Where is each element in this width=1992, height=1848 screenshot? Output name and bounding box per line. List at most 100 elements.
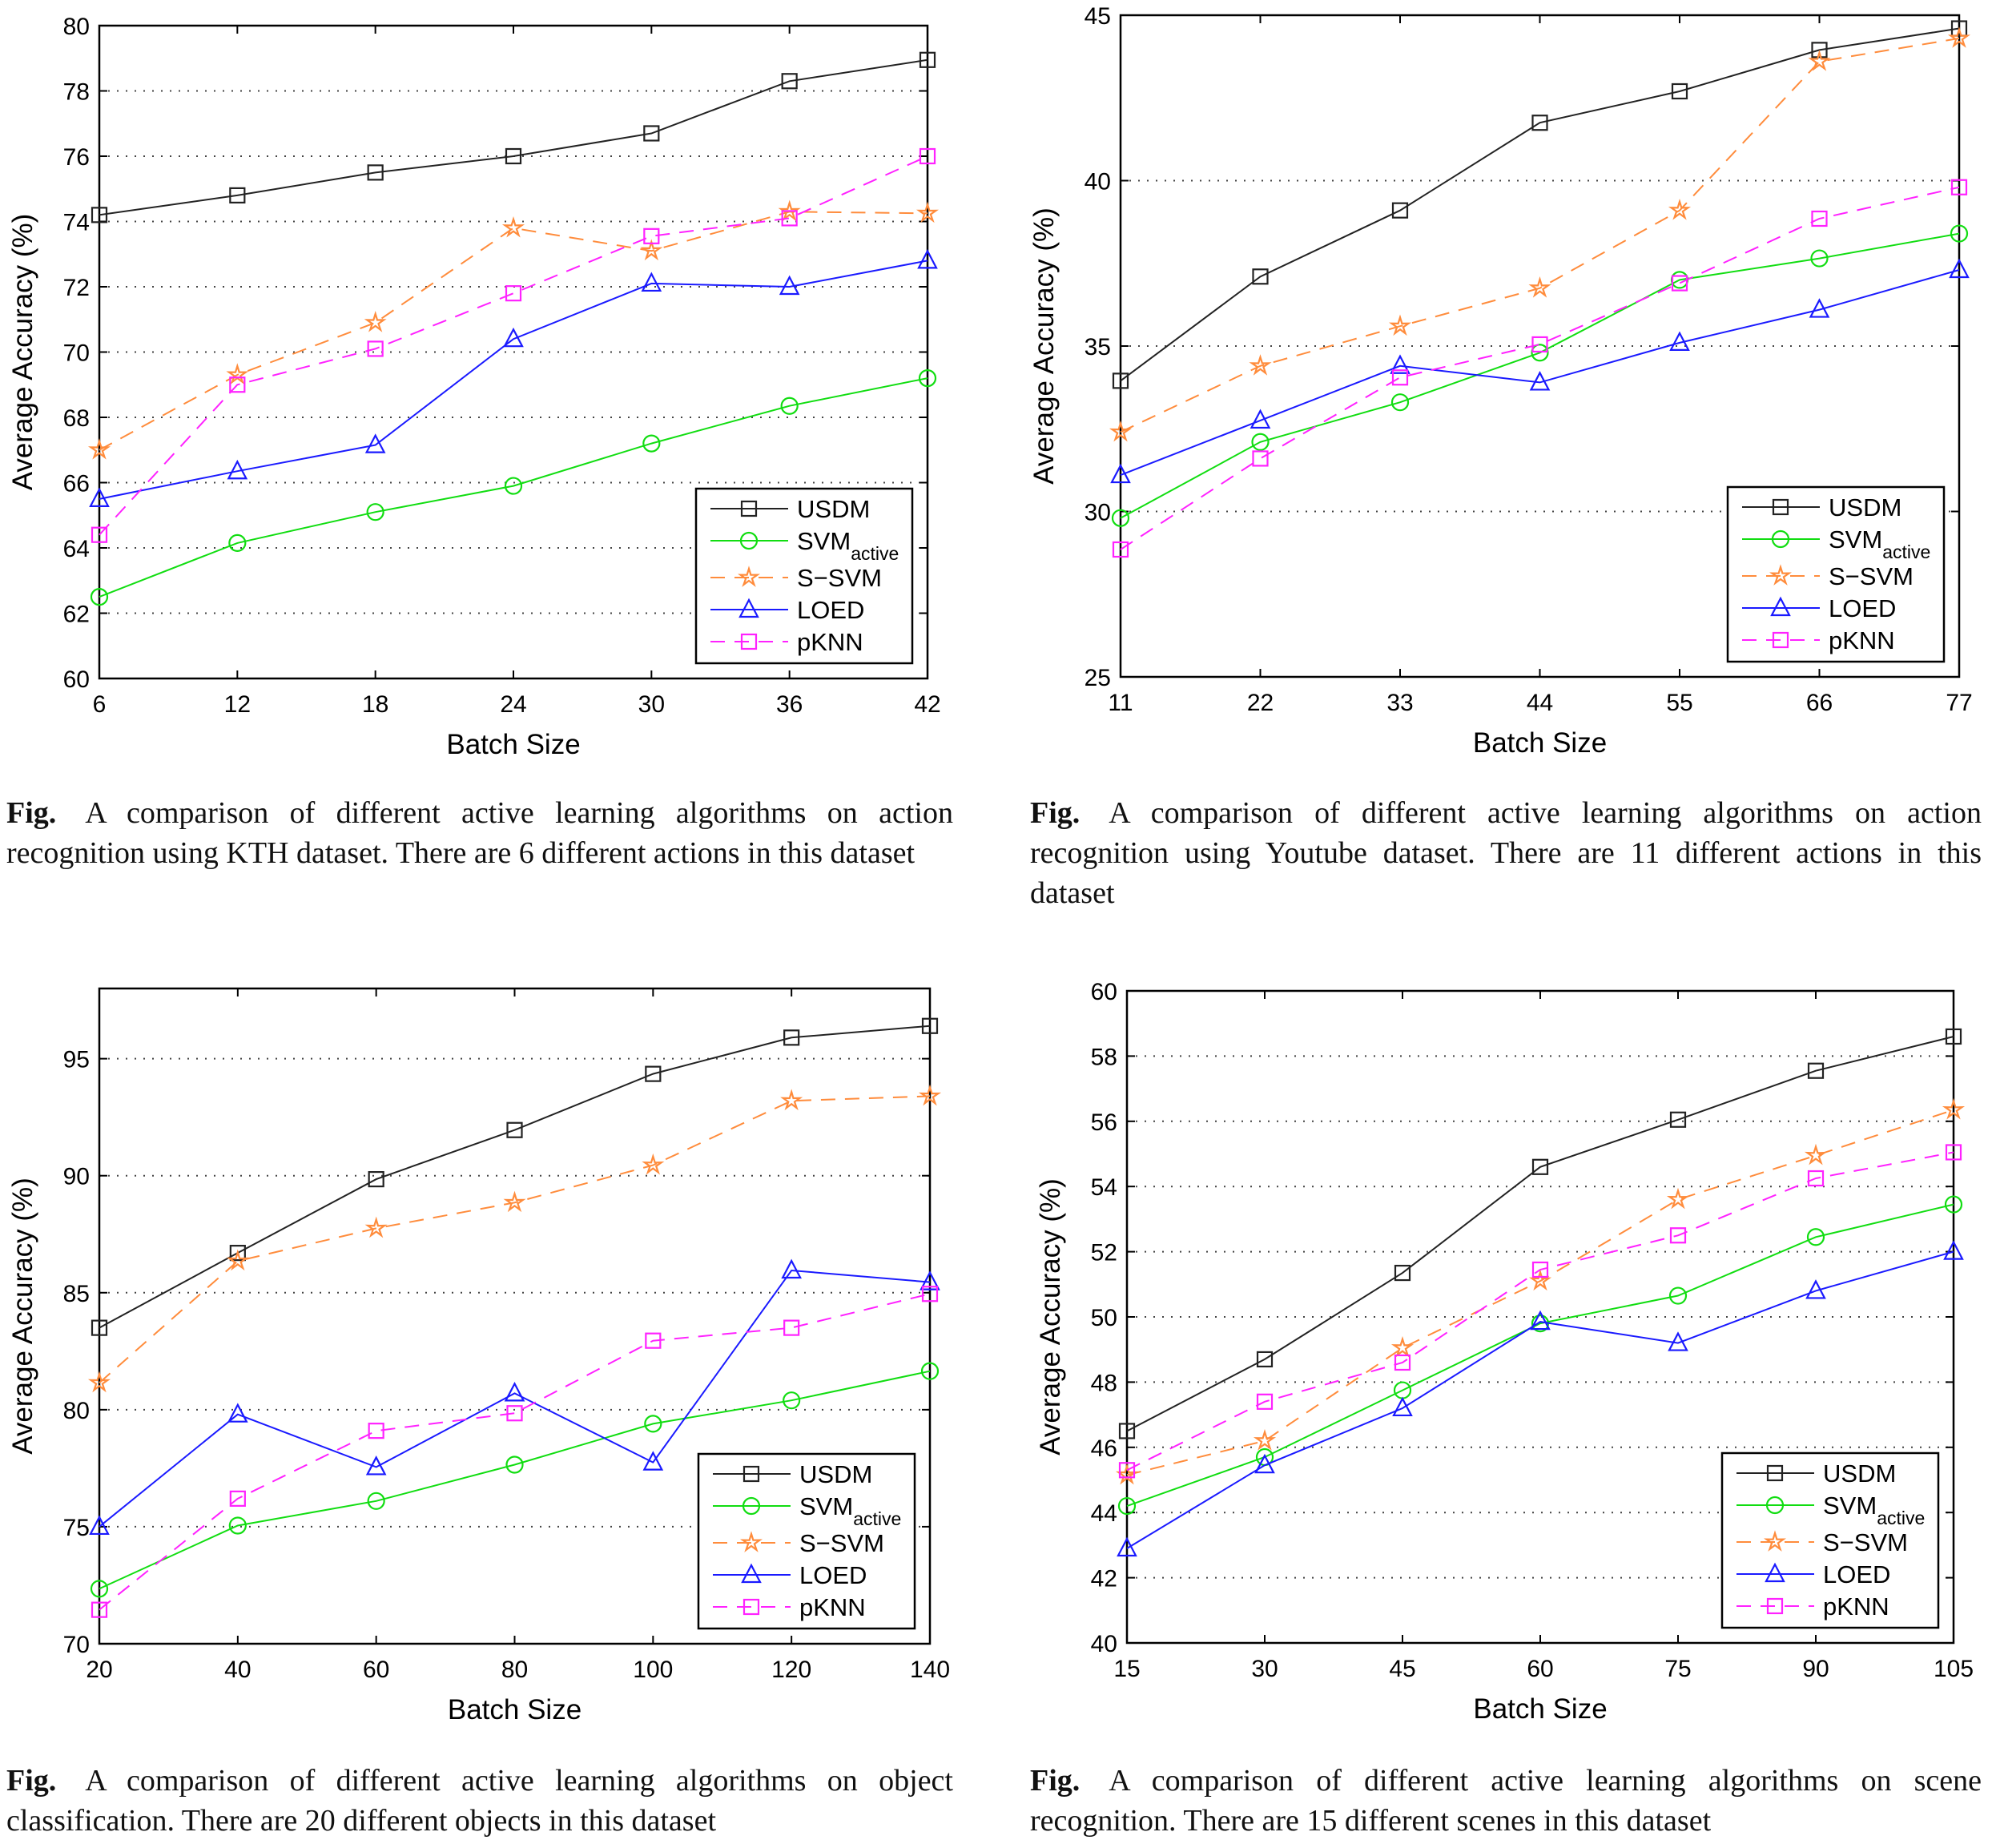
- y-tick-label: 40: [1091, 1631, 1117, 1657]
- data-point-marker: [229, 187, 246, 203]
- data-point-marker: [783, 1391, 801, 1410]
- figure-caption-kth: Fig. A comparison of different active lea…: [6, 793, 953, 873]
- y-tick-label: 42: [1091, 1566, 1117, 1592]
- y-tick-label: 35: [1085, 334, 1111, 360]
- legend-label: S−SVM: [799, 1529, 884, 1557]
- data-point-marker: [919, 147, 936, 165]
- data-point-marker: [1253, 1429, 1277, 1451]
- data-point-marker: [1531, 115, 1548, 131]
- data-point-marker: [1809, 298, 1830, 318]
- legend-label: LOED: [1823, 1560, 1890, 1588]
- data-point-marker: [506, 1405, 523, 1422]
- data-point-marker: [90, 588, 109, 606]
- data-point-marker: [778, 199, 801, 222]
- caption-label: Fig.: [6, 796, 57, 830]
- data-point-marker: [366, 503, 384, 521]
- data-point-marker: [1947, 26, 1971, 48]
- x-tick-label: 36: [776, 691, 803, 718]
- data-point-marker: [1805, 1279, 1826, 1299]
- data-point-marker: [783, 1319, 800, 1336]
- data-point-marker: [1668, 1286, 1688, 1305]
- data-point-marker: [1804, 1143, 1828, 1166]
- data-point-marker: [918, 369, 937, 388]
- y-tick-label: 66: [63, 471, 90, 497]
- data-point-marker: [227, 459, 248, 480]
- series-line: [1120, 27, 1960, 382]
- data-point-marker: [640, 239, 663, 261]
- legend-marker: [1765, 1496, 1785, 1515]
- x-tick-label: 30: [1251, 1656, 1278, 1682]
- data-point-marker: [1115, 1463, 1139, 1485]
- y-tick-label: 44: [1091, 1500, 1117, 1527]
- y-tick-label: 50: [1091, 1305, 1117, 1331]
- data-point-marker: [89, 1515, 110, 1536]
- series-line: [1120, 269, 1960, 477]
- data-point-marker: [229, 1490, 246, 1507]
- data-point-marker: [1943, 1240, 1964, 1260]
- data-point-marker: [920, 1270, 940, 1290]
- series-loed: [1110, 258, 1970, 484]
- data-point-marker: [1811, 42, 1828, 58]
- data-point-marker: [1390, 1336, 1415, 1358]
- data-point-marker: [1118, 1462, 1136, 1479]
- series-line: [1126, 1250, 1954, 1549]
- data-point-marker: [783, 1029, 800, 1046]
- caption-label: Fig.: [6, 1764, 57, 1798]
- data-point-marker: [367, 1492, 385, 1510]
- y-tick-label: 80: [63, 1398, 90, 1424]
- series-line: [1126, 1151, 1954, 1472]
- series-line: [1120, 186, 1960, 550]
- y-tick-label: 54: [1091, 1174, 1117, 1201]
- y-tick-label: 95: [63, 1047, 90, 1073]
- data-point-marker: [227, 1403, 248, 1423]
- legend-marker: [1769, 564, 1793, 586]
- data-point-marker: [641, 272, 662, 292]
- data-point-marker: [1117, 1496, 1137, 1516]
- series-svm_active: [90, 369, 937, 606]
- data-point-marker: [1110, 463, 1131, 484]
- data-point-marker: [503, 327, 524, 348]
- data-point-marker: [1249, 354, 1272, 376]
- data-point-marker: [781, 1258, 802, 1279]
- caption-text: A comparison of different active learnin…: [6, 1764, 953, 1838]
- series-line: [1126, 1036, 1954, 1432]
- series-line: [99, 377, 928, 598]
- y-tick-label: 45: [1085, 3, 1111, 30]
- data-point-marker: [364, 433, 386, 453]
- legend-label: USDM: [799, 1460, 872, 1488]
- series-line: [99, 260, 928, 500]
- y-axis-label: Average Accuracy (%): [7, 1178, 38, 1455]
- legend-marker: [1766, 1464, 1784, 1482]
- data-point-marker: [1950, 20, 1968, 37]
- data-point-marker: [645, 1332, 662, 1349]
- legend-marker: [739, 1531, 763, 1552]
- data-point-marker: [1950, 179, 1968, 195]
- y-axis-label: Average Accuracy (%): [7, 214, 38, 491]
- series-line: [99, 1269, 931, 1528]
- x-tick-label: 33: [1386, 690, 1413, 716]
- data-point-marker: [1942, 1097, 1966, 1120]
- series-usdm: [91, 1017, 939, 1336]
- data-point-marker: [504, 1382, 525, 1402]
- chart-3: 70 75 80 85 90 95 20 40 60 80 100 120 140 Batch Size A…: [7, 987, 950, 1725]
- y-tick-label: 48: [1091, 1370, 1117, 1396]
- legend-label: USDM: [1823, 1459, 1896, 1488]
- data-point-marker: [91, 1601, 108, 1618]
- x-tick-label: 44: [1527, 690, 1553, 716]
- x-tick-label: 100: [633, 1657, 673, 1683]
- data-point-marker: [226, 1249, 249, 1271]
- legend-box: [694, 487, 914, 665]
- data-point-marker: [1669, 331, 1690, 351]
- legend-label: LOED: [799, 1561, 867, 1589]
- data-point-marker: [1250, 409, 1271, 429]
- figure-caption-scenes: Fig. A comparison of different active lea…: [1030, 1761, 1982, 1841]
- series-s-svm: [1109, 26, 1971, 442]
- data-point-marker: [1945, 1028, 1962, 1045]
- data-point-marker: [228, 533, 247, 552]
- legend-marker: [1765, 1562, 1785, 1583]
- x-tick-label: 105: [1934, 1656, 1974, 1682]
- series-line: [99, 1293, 931, 1611]
